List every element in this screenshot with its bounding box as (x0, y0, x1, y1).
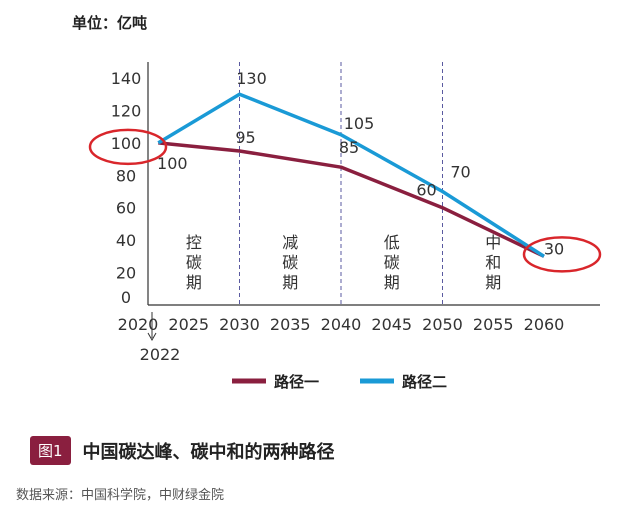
figure-title: 中国碳达峰、碳中和的两种路径 (82, 441, 335, 463)
x-tick-label: 2035 (270, 315, 311, 334)
figure-caption: 图1 中国碳达峰、碳中和的两种路径 (30, 436, 335, 465)
y-tick-label: 120 (111, 101, 142, 120)
data-label: 105 (344, 114, 375, 133)
y-tick-label: 40 (116, 231, 136, 250)
x-tick-label: 2050 (422, 315, 463, 334)
phase-label: 减碳期 (282, 233, 298, 292)
phase-label: 中和期 (485, 233, 501, 292)
data-label: 100 (157, 154, 188, 173)
data-label: 30 (544, 239, 564, 258)
highlight-circle-end (522, 236, 602, 273)
x-tick-label: 2060 (524, 315, 565, 334)
y-tick-label: 0 (121, 288, 131, 307)
data-source: 数据来源：中国科学院，中财绿金院 (16, 488, 225, 503)
x-extra-label: 2022 (140, 345, 181, 364)
x-tick-label: 2020 (118, 315, 159, 334)
highlight-circle-start (88, 128, 168, 166)
data-label: 60 (416, 181, 436, 200)
y-tick-label: 140 (111, 69, 142, 88)
figure-badge: 图1 (30, 436, 71, 465)
series-line-1 (158, 141, 545, 258)
phase-label: 低碳期 (384, 233, 400, 292)
x-tick-label: 2040 (321, 315, 362, 334)
legend-label: 路径二 (402, 373, 447, 391)
y-tick-label: 80 (116, 166, 136, 185)
x-tick-label: 2045 (371, 315, 412, 334)
data-label: 95 (235, 128, 255, 147)
x-tick-label: 2055 (473, 315, 514, 334)
data-label: 85 (339, 138, 359, 157)
y-tick-label: 20 (116, 264, 136, 283)
phase-label: 控碳期 (186, 233, 202, 292)
series-line-2 (157, 92, 545, 258)
unit-label: 单位：亿吨 (72, 14, 148, 32)
y-tick-label: 100 (111, 134, 142, 153)
y-tick-label: 60 (116, 199, 136, 218)
x-arrow-head (147, 332, 157, 342)
x-tick-label: 2030 (219, 315, 260, 334)
data-label: 70 (450, 163, 470, 182)
legend-label: 路径一 (274, 373, 319, 391)
data-label: 130 (236, 69, 267, 88)
x-tick-label: 2025 (168, 315, 209, 334)
